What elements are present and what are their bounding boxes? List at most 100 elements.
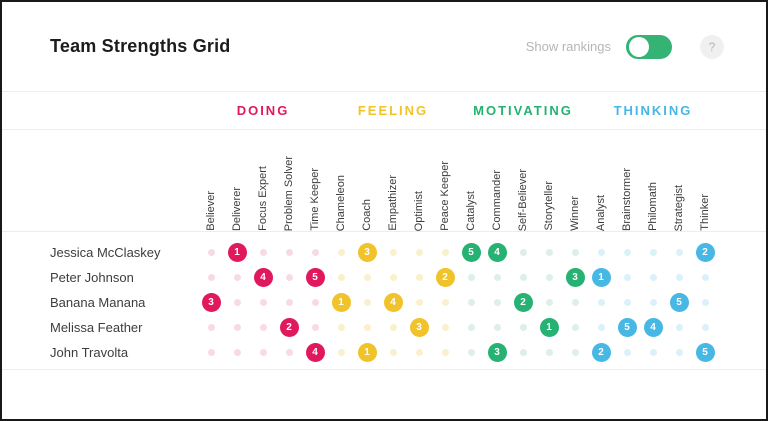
grid-cell-empathizer <box>380 315 406 340</box>
person-name: Banana Manana <box>50 295 146 310</box>
rank-dot: 3 <box>487 343 507 362</box>
column-header-brainstormer: Brainstormer <box>614 130 640 231</box>
column-header-optimist: Optimist <box>406 130 432 231</box>
grid-cell-philomath <box>640 265 666 290</box>
rank-dot: 5 <box>617 318 637 337</box>
grid-cell-commander <box>484 315 510 340</box>
help-button[interactable]: ? <box>700 34 724 59</box>
placeholder-dot <box>259 349 267 356</box>
placeholder-dot <box>649 299 657 306</box>
column-header-self-believer: Self-Believer <box>510 130 536 231</box>
grid-cell-catalyst <box>458 265 484 290</box>
column-header-time-keeper: Time Keeper <box>302 130 328 231</box>
person-row-banana-manana: Banana Manana 3 1 4 2 5 <box>2 290 766 315</box>
column-header-coach: Coach <box>354 130 380 231</box>
rank-dot: 2 <box>591 343 611 362</box>
grid-cell-believer <box>198 340 224 365</box>
person-row-melissa-feather: Melissa Feather 2 3 1 5 4 <box>2 315 766 340</box>
grid-cell-winner <box>562 240 588 265</box>
placeholder-dot <box>441 249 449 256</box>
placeholder-dot <box>493 324 501 331</box>
grid-cell-focus-expert <box>250 315 276 340</box>
placeholder-dot <box>311 324 319 331</box>
show-rankings-toggle[interactable] <box>626 34 672 59</box>
grid-cell-problem-solver <box>276 265 302 290</box>
grid-cell-strategist <box>666 315 692 340</box>
placeholder-dot <box>415 299 423 306</box>
column-header-row: Believer Deliverer Focus Expert Problem Sol… <box>2 130 766 232</box>
placeholder-dot <box>363 324 371 331</box>
column-header-label: Chameleon <box>334 174 347 231</box>
column-header-peace-keeper: Peace Keeper <box>432 130 458 231</box>
placeholder-dot <box>441 324 449 331</box>
placeholder-dot <box>207 324 215 331</box>
grid-cell-brainstormer <box>614 265 640 290</box>
rank-dot: 5 <box>669 293 689 312</box>
grid-cell-storyteller <box>536 265 562 290</box>
grid-cell-time-keeper: 4 <box>302 340 328 365</box>
rank-dot: 1 <box>591 268 611 287</box>
grid-cell-analyst: 2 <box>588 340 614 365</box>
person-name: Melissa Feather <box>50 320 143 335</box>
column-header-winner: Winner <box>562 130 588 231</box>
grid-cell-time-keeper: 5 <box>302 265 328 290</box>
placeholder-dot <box>207 349 215 356</box>
person-row-john-travolta: John Travolta 4 1 3 2 5 <box>2 340 766 365</box>
grid-cell-chameleon <box>328 315 354 340</box>
grid-cell-strategist <box>666 240 692 265</box>
placeholder-dot <box>545 299 553 306</box>
person-row-jessica-mcclaskey: Jessica McClaskey 1 3 5 4 2 <box>2 240 766 265</box>
rank-dot: 3 <box>409 318 429 337</box>
grid-cell-deliverer <box>224 290 250 315</box>
rank-dot: 5 <box>461 243 481 262</box>
placeholder-dot <box>675 349 683 356</box>
placeholder-dot <box>233 324 241 331</box>
rank-dot: 4 <box>383 293 403 312</box>
column-header-label: Self-Believer <box>516 168 529 231</box>
column-header-empathizer: Empathizer <box>380 130 406 231</box>
placeholder-dot <box>363 274 371 281</box>
placeholder-dot <box>207 249 215 256</box>
rank-dot: 3 <box>357 243 377 262</box>
placeholder-dot <box>467 299 475 306</box>
rank-dot: 3 <box>565 268 585 287</box>
placeholder-dot <box>597 299 605 306</box>
column-header-label: Coach <box>360 199 373 231</box>
rank-dot: 2 <box>435 268 455 287</box>
column-header-focus-expert: Focus Expert <box>250 130 276 231</box>
column-header-label: Focus Expert <box>256 166 269 231</box>
grid-cell-chameleon: 1 <box>328 290 354 315</box>
column-header-label: Optimist <box>412 190 425 231</box>
placeholder-dot <box>337 274 345 281</box>
placeholder-dot <box>649 249 657 256</box>
grid-cell-philomath: 4 <box>640 315 666 340</box>
grid-cell-chameleon <box>328 340 354 365</box>
column-header-label: Analyst <box>594 194 607 231</box>
column-header-label: Strategist <box>672 184 685 231</box>
grid-cell-brainstormer <box>614 240 640 265</box>
grid-cell-winner <box>562 315 588 340</box>
grid-cell-empathizer <box>380 340 406 365</box>
grid-cell-peace-keeper <box>432 340 458 365</box>
placeholder-dot <box>337 324 345 331</box>
column-header-label: Believer <box>204 191 217 231</box>
grid-cell-philomath <box>640 290 666 315</box>
grid-cell-problem-solver <box>276 240 302 265</box>
grid-cell-commander <box>484 290 510 315</box>
placeholder-dot <box>519 274 527 281</box>
column-header-chameleon: Chameleon <box>328 130 354 231</box>
placeholder-dot <box>441 349 449 356</box>
rank-dot: 2 <box>513 293 533 312</box>
column-header-philomath: Philomath <box>640 130 666 231</box>
grid-cell-peace-keeper <box>432 290 458 315</box>
column-header-label: Brainstormer <box>620 168 633 231</box>
grid-cell-deliverer <box>224 265 250 290</box>
grid-cell-catalyst <box>458 315 484 340</box>
grid-cell-coach: 1 <box>354 340 380 365</box>
column-header-problem-solver: Problem Solver <box>276 130 302 231</box>
grid-cell-brainstormer <box>614 340 640 365</box>
placeholder-dot <box>467 349 475 356</box>
grid-cell-catalyst: 5 <box>458 240 484 265</box>
grid-cell-peace-keeper: 2 <box>432 265 458 290</box>
person-name: Peter Johnson <box>50 270 134 285</box>
